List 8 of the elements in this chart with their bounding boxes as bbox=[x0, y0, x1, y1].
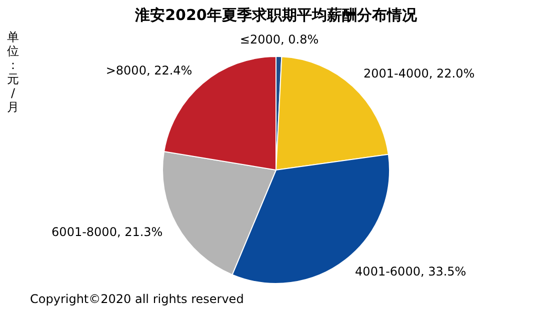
slice-label: >8000, 22.4% bbox=[106, 63, 192, 78]
text: 单位：元/月 bbox=[6, 30, 20, 114]
slice-label: 2001-4000, 22.0% bbox=[363, 66, 475, 81]
slice-label: 6001-8000, 21.3% bbox=[52, 224, 163, 239]
slice-label: ≤2000, 0.8% bbox=[240, 32, 319, 47]
text: Copyright©2020 all rights reserved bbox=[30, 292, 244, 306]
chart-title: 淮安2020年夏季求职期平均薪酬分布情况 bbox=[134, 6, 418, 25]
slice-label: 4001-6000, 33.5% bbox=[355, 264, 466, 279]
